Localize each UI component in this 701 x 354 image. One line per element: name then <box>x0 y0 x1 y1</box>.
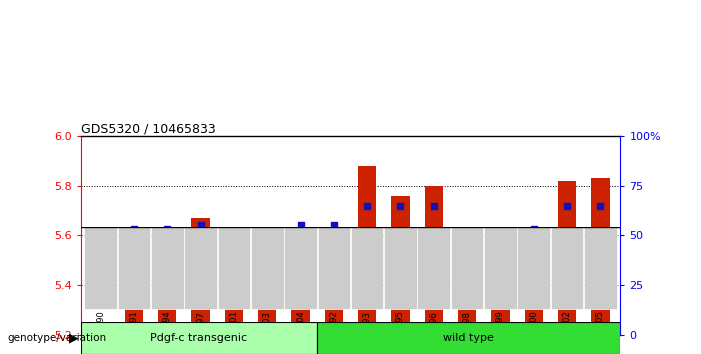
Point <box>95 239 107 244</box>
FancyBboxPatch shape <box>84 227 117 309</box>
Point <box>495 236 506 242</box>
FancyBboxPatch shape <box>584 227 617 309</box>
Text: GSM936493: GSM936493 <box>362 311 372 354</box>
Bar <box>558 181 576 335</box>
Text: GSM936505: GSM936505 <box>596 311 605 354</box>
Text: GSM936498: GSM936498 <box>463 311 472 354</box>
Text: Pdgf-c transgenic: Pdgf-c transgenic <box>150 333 247 343</box>
Text: GSM936502: GSM936502 <box>563 311 571 354</box>
FancyBboxPatch shape <box>350 227 383 309</box>
Bar <box>358 166 376 335</box>
Text: GSM936499: GSM936499 <box>496 311 505 354</box>
Bar <box>524 235 543 335</box>
Point <box>328 223 339 228</box>
Text: ▶: ▶ <box>69 332 79 344</box>
FancyBboxPatch shape <box>151 227 184 309</box>
Text: GSM936492: GSM936492 <box>329 311 339 354</box>
Bar <box>225 250 243 335</box>
FancyBboxPatch shape <box>81 322 317 354</box>
FancyBboxPatch shape <box>418 227 450 309</box>
Text: GSM936495: GSM936495 <box>396 311 405 354</box>
Point <box>395 203 406 209</box>
Point <box>261 229 273 234</box>
Text: GSM936490: GSM936490 <box>96 311 105 354</box>
Text: genotype/variation: genotype/variation <box>7 333 106 343</box>
FancyBboxPatch shape <box>384 227 417 309</box>
Text: GSM936491: GSM936491 <box>130 311 138 354</box>
Text: GSM936496: GSM936496 <box>429 311 438 354</box>
Bar <box>425 186 443 335</box>
Bar <box>91 330 110 335</box>
Bar <box>191 218 210 335</box>
Text: wild type: wild type <box>443 333 494 343</box>
Point <box>594 203 606 209</box>
Bar <box>391 196 409 335</box>
Point <box>229 229 240 234</box>
Point <box>362 203 373 209</box>
FancyBboxPatch shape <box>551 227 583 309</box>
Bar <box>258 250 276 335</box>
Text: GSM936500: GSM936500 <box>529 311 538 354</box>
Bar <box>325 228 343 335</box>
FancyBboxPatch shape <box>318 227 350 309</box>
FancyBboxPatch shape <box>284 227 317 309</box>
Bar <box>491 280 510 335</box>
Point <box>562 203 573 209</box>
FancyBboxPatch shape <box>251 227 283 309</box>
Text: GDS5320 / 10465833: GDS5320 / 10465833 <box>81 122 215 135</box>
Bar <box>292 228 310 335</box>
FancyBboxPatch shape <box>118 227 150 309</box>
Point <box>295 223 306 228</box>
Point <box>195 223 206 228</box>
Text: GSM936497: GSM936497 <box>196 311 205 354</box>
FancyBboxPatch shape <box>451 227 484 309</box>
Text: GSM936504: GSM936504 <box>296 311 305 354</box>
FancyBboxPatch shape <box>484 227 517 309</box>
Bar <box>125 233 143 335</box>
FancyBboxPatch shape <box>184 227 217 309</box>
FancyBboxPatch shape <box>517 227 550 309</box>
FancyBboxPatch shape <box>317 322 620 354</box>
Text: GSM936501: GSM936501 <box>229 311 238 354</box>
Point <box>461 229 472 234</box>
Text: GSM936503: GSM936503 <box>263 311 272 354</box>
Point <box>162 227 173 232</box>
Point <box>128 227 139 232</box>
Point <box>428 203 440 209</box>
Bar <box>591 178 610 335</box>
Point <box>528 227 539 232</box>
Bar <box>458 250 476 335</box>
FancyBboxPatch shape <box>217 227 250 309</box>
Bar <box>158 233 177 335</box>
Text: GSM936494: GSM936494 <box>163 311 172 354</box>
